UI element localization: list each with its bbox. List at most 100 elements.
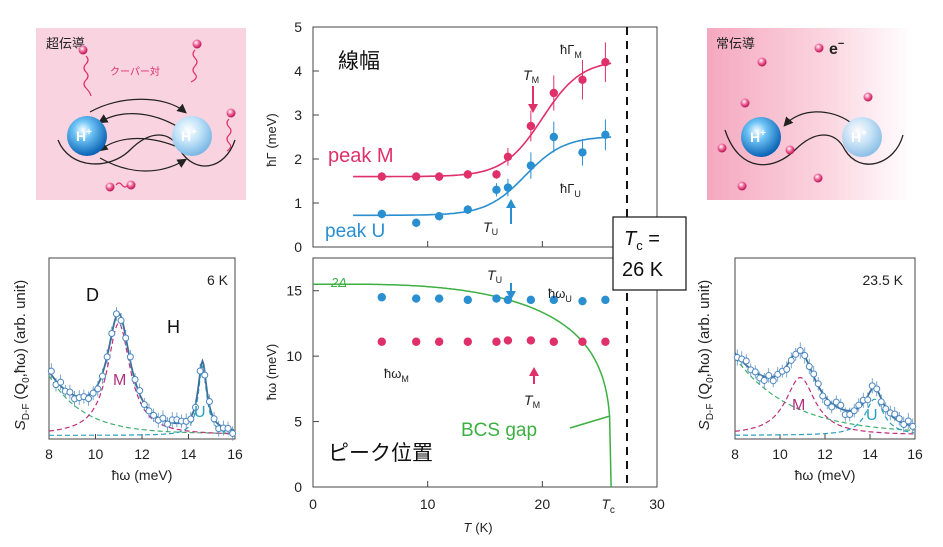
data-point <box>108 330 116 338</box>
data-point <box>828 403 836 411</box>
electron-legend <box>814 43 824 53</box>
data-point <box>201 371 209 379</box>
y-tick-label: 5 <box>294 19 302 35</box>
y-tick-label: 10 <box>286 348 302 364</box>
point-omega-M <box>526 336 536 345</box>
data-point <box>57 378 65 386</box>
x-tick-label: 10 <box>420 496 436 512</box>
total-fit-curve <box>48 312 234 431</box>
ion-label: H+ <box>76 127 92 144</box>
x-tick-label: 14 <box>181 446 197 462</box>
TU-arrow-head <box>506 199 516 208</box>
electron <box>757 57 767 67</box>
y-tick-label: 5 <box>294 414 302 430</box>
point-peak-M <box>549 88 558 98</box>
point-omega-U <box>377 293 386 302</box>
data-point <box>159 414 167 422</box>
temperature-label: 23.5 K <box>863 272 904 288</box>
normal-schematic: 常伝導 e− H+ H+ <box>707 28 913 200</box>
data-point <box>900 421 908 429</box>
series-label-omega-U: ħωU <box>548 286 572 304</box>
peak-label-D: D <box>86 285 99 305</box>
chart-title: 線幅 <box>338 49 380 73</box>
y-axis-label: ħω (meV) <box>264 344 279 400</box>
data-point <box>810 370 818 378</box>
TM-label: TM <box>523 67 539 85</box>
data-point <box>864 396 872 404</box>
data-points <box>377 42 610 228</box>
data-point <box>873 385 881 393</box>
hopping-arrow <box>783 111 851 127</box>
TM-arrow-head <box>529 367 539 376</box>
x-tick-label: 16 <box>907 446 923 462</box>
wave-line <box>226 118 232 152</box>
schematic-title: 常伝導 <box>716 37 755 52</box>
ion-label: H+ <box>181 127 197 144</box>
electron <box>863 92 873 102</box>
point-peak-U <box>526 161 536 170</box>
ion-label: H+ <box>851 128 867 145</box>
point-peak-M <box>377 172 386 181</box>
data-point <box>846 411 854 419</box>
y-tick-label: 4 <box>294 63 302 79</box>
data-point <box>823 398 831 406</box>
point-omega-M <box>492 337 501 346</box>
x-tick-label: 10 <box>88 446 104 462</box>
data-point <box>909 422 917 430</box>
data-point <box>904 417 912 425</box>
data-point <box>760 376 768 384</box>
tc-box-frame <box>612 216 687 291</box>
data-point <box>103 353 111 361</box>
data-point <box>131 376 139 384</box>
point-peak-M <box>578 75 587 85</box>
peak-label-H: H <box>167 317 180 337</box>
tunneling-arrows <box>97 113 181 129</box>
tc-box-line2: 26 K <box>622 259 664 281</box>
y-ticks: 0 1 2 3 4 5 <box>294 19 543 255</box>
hydrogen-ion <box>172 116 212 156</box>
data-point <box>814 380 822 388</box>
point-peak-M <box>434 172 444 181</box>
data-point <box>742 357 750 365</box>
spectrum-6K-chart: 8 10 12 14 16 6 K D H M U ħω (meV) SD-F(Q0,ħ… <box>12 257 243 483</box>
point-omega-U <box>601 295 610 305</box>
data-point <box>877 398 885 406</box>
x-tick-label: 12 <box>134 446 150 462</box>
data-point <box>895 415 903 423</box>
TU-label: TU <box>483 219 498 237</box>
data-point <box>792 350 800 358</box>
y-tick-label: 0 <box>294 239 302 255</box>
total-fit-curve <box>734 349 915 428</box>
potential-well <box>57 134 236 167</box>
peak-U-curve <box>49 364 234 436</box>
background-curve <box>734 357 914 431</box>
data-point <box>205 397 213 405</box>
electron <box>105 182 115 192</box>
data-point <box>89 389 97 397</box>
data-point <box>224 424 232 432</box>
data-point <box>117 317 125 325</box>
tunneling-arrows <box>89 98 187 114</box>
x-tick-label-tc: Tc <box>601 496 615 516</box>
peak-label-M: M <box>113 372 126 389</box>
schematic-title: 超伝導 <box>46 37 85 52</box>
hydrogen-ion <box>67 116 107 156</box>
data-point <box>98 372 106 380</box>
data-point <box>122 334 130 342</box>
fit-label-M: ħΓM <box>560 42 582 60</box>
point-peak-M <box>526 121 536 131</box>
axis-ticks: 0 5 10 15 0 10 20 30 Tc <box>286 283 665 516</box>
chart-title: ピーク位置 <box>328 441 433 465</box>
plot-frame <box>312 26 658 248</box>
spectrum-23K-chart: 8 10 12 14 16 23.5 K M U ħω (meV) SD-F(Q0,ħω… <box>696 257 923 483</box>
hydrogen-ion <box>842 117 882 157</box>
point-peak-M <box>601 58 610 67</box>
point-omega-U <box>434 294 444 303</box>
peak-label-U: U <box>866 407 878 424</box>
x-ticks: 8 10 12 14 16 <box>731 434 923 462</box>
electron <box>226 108 236 118</box>
point-peak-U <box>377 209 386 219</box>
y-tick-label: 0 <box>294 479 302 495</box>
data-point <box>229 429 237 437</box>
point-peak-U <box>492 185 501 194</box>
